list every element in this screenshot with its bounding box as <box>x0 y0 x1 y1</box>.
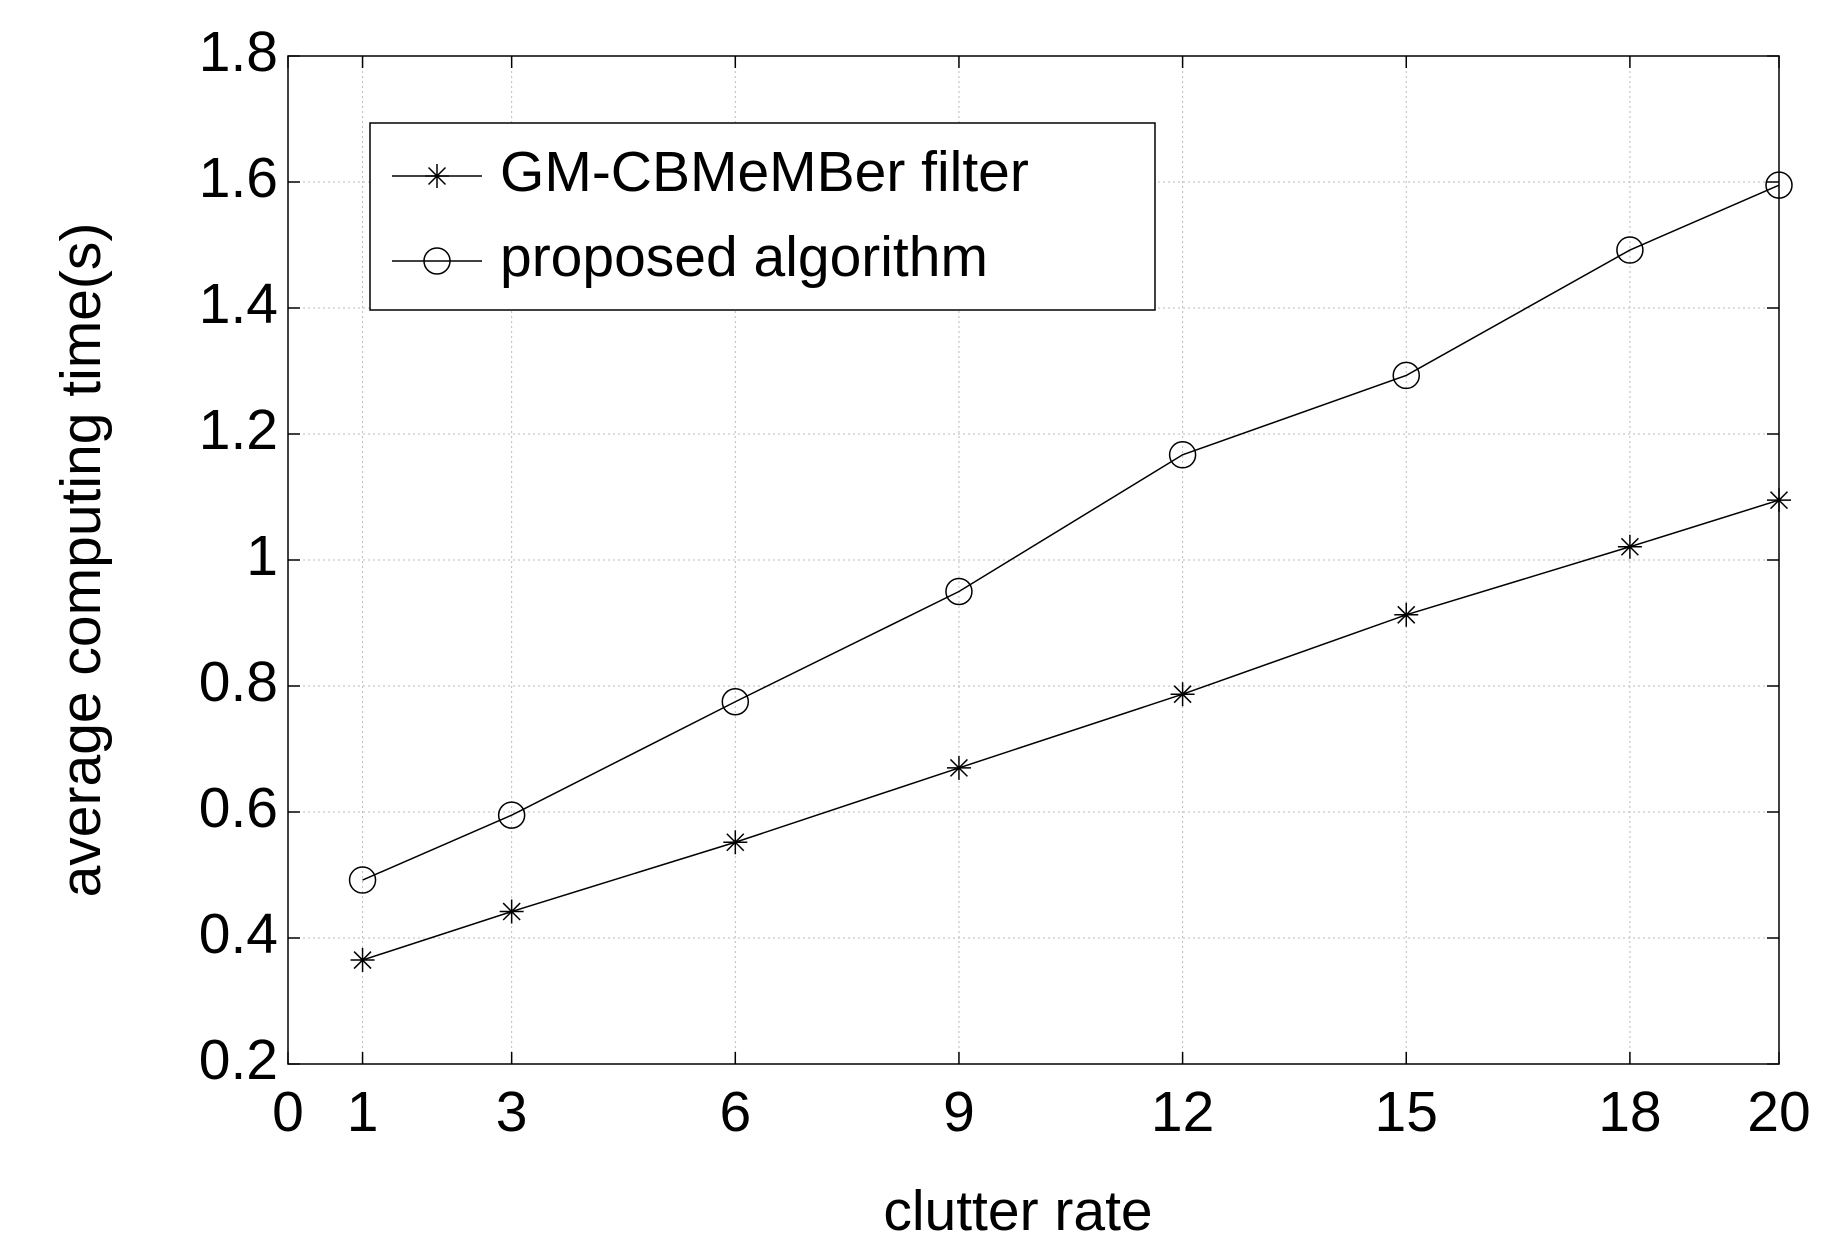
marker <box>1170 682 1195 707</box>
marker <box>723 830 748 855</box>
x-tick-label: 9 <box>943 1080 975 1144</box>
marker <box>425 164 449 188</box>
y-tick-label: 1.4 <box>199 272 278 336</box>
marker <box>945 577 973 606</box>
series-line <box>362 499 1780 961</box>
y-tick-label: 0.8 <box>199 650 278 714</box>
y-tick-label: 1 <box>246 524 278 588</box>
series-line <box>362 184 1780 881</box>
x-tick-label: 1 <box>347 1080 379 1144</box>
x-tick-label: 12 <box>1151 1080 1214 1144</box>
x-axis-label: clutter rate <box>883 1179 1152 1243</box>
legend-box <box>369 122 1156 311</box>
marker <box>497 801 526 829</box>
y-tick-label: 0.4 <box>199 902 278 966</box>
marker <box>423 247 451 275</box>
marker <box>1767 488 1791 513</box>
marker <box>1392 361 1420 390</box>
marker <box>721 688 750 716</box>
marker <box>1617 534 1642 559</box>
y-tick-label: 1.8 <box>199 20 278 84</box>
y-tick-label: 0.6 <box>199 776 278 840</box>
x-tick-label: 6 <box>719 1080 751 1144</box>
x-tick-label: 20 <box>1747 1080 1810 1144</box>
x-tick-label: 18 <box>1598 1080 1661 1144</box>
x-tick-label: 0 <box>272 1080 304 1144</box>
y-tick-label: 1.2 <box>199 398 278 462</box>
x-tick-label: 15 <box>1375 1080 1438 1144</box>
marker <box>1616 236 1644 264</box>
marker <box>350 948 375 973</box>
y-axis-label: average computing time(s) <box>49 223 113 898</box>
marker <box>348 866 377 894</box>
x-tick-label: 3 <box>496 1080 528 1144</box>
marker <box>499 899 524 924</box>
marker <box>946 755 971 780</box>
y-tick-label: 1.6 <box>199 146 278 210</box>
legend-label: GM-CBMeMBer filter <box>500 140 1029 204</box>
legend-label: proposed algorithm <box>500 225 988 289</box>
plot-frame <box>287 55 1780 1065</box>
y-tick-label: 0.2 <box>199 1028 278 1092</box>
marker <box>1168 441 1197 469</box>
marker <box>1765 171 1793 199</box>
marker <box>1394 602 1419 627</box>
